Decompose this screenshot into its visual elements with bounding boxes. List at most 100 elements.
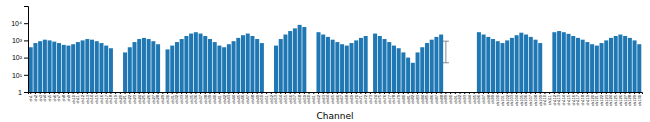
- bar: [194, 32, 198, 92]
- x-axis-line: [29, 93, 643, 95]
- bar: [533, 40, 537, 92]
- bar: [326, 37, 330, 92]
- x-tick-mark: [243, 92, 244, 94]
- bar: [434, 37, 438, 92]
- bar: [552, 32, 556, 92]
- bar: [387, 42, 391, 92]
- bar: [104, 46, 108, 92]
- x-tick-mark: [412, 92, 413, 94]
- y-tick-label: 10¹: [12, 72, 23, 79]
- x-tick-mark: [601, 92, 602, 94]
- bar: [57, 43, 61, 92]
- bars: [29, 25, 642, 92]
- x-tick-mark: [544, 92, 545, 94]
- y-tick: 10²: [12, 54, 28, 61]
- bar: [373, 34, 377, 92]
- x-tick-mark: [172, 92, 173, 94]
- bar: [90, 40, 94, 92]
- bar: [250, 36, 254, 92]
- x-tick-mark: [313, 92, 314, 94]
- x-tick-mark: [559, 92, 560, 94]
- x-tick-mark: [389, 92, 390, 94]
- x-tick-mark: [209, 92, 210, 94]
- x-tick-mark: [478, 92, 479, 94]
- x-tick-mark: [158, 92, 159, 94]
- x-tick-mark: [304, 92, 305, 94]
- x-tick-mark: [460, 92, 461, 94]
- bar: [180, 39, 184, 92]
- x-tick-mark: [139, 92, 140, 94]
- bar: [364, 36, 368, 92]
- x-tick-mark: [530, 92, 531, 94]
- y-tick-label: 10⁴: [11, 20, 22, 27]
- x-tick-mark: [521, 92, 522, 94]
- bar: [515, 35, 519, 92]
- bar: [99, 43, 103, 92]
- bar: [571, 36, 575, 92]
- x-tick-mark: [309, 92, 310, 94]
- x-tick-mark: [181, 92, 182, 94]
- bar: [406, 58, 410, 92]
- x-tick-mark: [106, 92, 107, 94]
- x-tick-mark: [596, 92, 597, 94]
- x-tick-mark: [493, 92, 494, 94]
- bar: [128, 47, 132, 92]
- bar: [62, 45, 66, 92]
- y-tick-label: 10²: [12, 54, 23, 61]
- x-tick-mark: [115, 92, 116, 94]
- x-tick-mark: [620, 92, 621, 94]
- x-tick-mark: [634, 92, 635, 94]
- y-tick-mark: [24, 58, 28, 59]
- bar: [609, 38, 613, 92]
- x-tick-mark: [252, 92, 253, 94]
- x-tick-mark: [167, 92, 168, 94]
- error-bar-cap: [443, 62, 449, 63]
- x-tick-mark: [516, 92, 517, 94]
- x-tick-mark: [488, 92, 489, 94]
- bar: [298, 25, 302, 92]
- error-bar-line: [445, 41, 446, 63]
- x-tick-mark: [219, 92, 220, 94]
- bar: [482, 35, 486, 92]
- bar: [255, 39, 259, 92]
- bar: [151, 41, 155, 92]
- x-tick-mark: [294, 92, 295, 94]
- x-tick-mark: [426, 92, 427, 94]
- bar: [637, 44, 641, 92]
- bar: [519, 33, 523, 92]
- x-tick-mark: [54, 92, 55, 94]
- x-tick-mark: [436, 92, 437, 94]
- chart: 110¹10²10³10⁴ch1ch2ch3ch4ch5ch6ch7ch8ch9…: [0, 0, 650, 122]
- bar: [477, 32, 481, 92]
- bar: [600, 43, 604, 92]
- x-tick-mark: [549, 92, 550, 94]
- bar: [500, 43, 504, 92]
- x-tick-mark: [143, 92, 144, 94]
- x-tick-mark: [120, 92, 121, 94]
- error-bar-cap: [443, 41, 449, 42]
- x-tick-mark: [554, 92, 555, 94]
- x-tick-mark: [266, 92, 267, 94]
- bar: [33, 43, 37, 92]
- x-tick-mark: [176, 92, 177, 94]
- bar: [147, 39, 151, 92]
- x-tick-mark: [44, 92, 45, 94]
- bar: [430, 40, 434, 92]
- bar: [321, 35, 325, 92]
- x-tick-mark: [40, 92, 41, 94]
- x-tick-mark: [606, 92, 607, 94]
- x-tick-mark: [592, 92, 593, 94]
- bar: [354, 40, 358, 92]
- x-tick-mark: [153, 92, 154, 94]
- x-tick-mark: [497, 92, 498, 94]
- bar: [217, 46, 221, 92]
- x-tick-mark: [360, 92, 361, 94]
- bar: [213, 42, 217, 92]
- y-axis: 110¹10²10³10⁴: [11, 7, 28, 96]
- bar: [345, 46, 349, 92]
- bar: [48, 40, 52, 92]
- bar: [203, 36, 207, 92]
- bar: [633, 40, 637, 92]
- bar: [340, 44, 344, 92]
- bar: [76, 42, 80, 92]
